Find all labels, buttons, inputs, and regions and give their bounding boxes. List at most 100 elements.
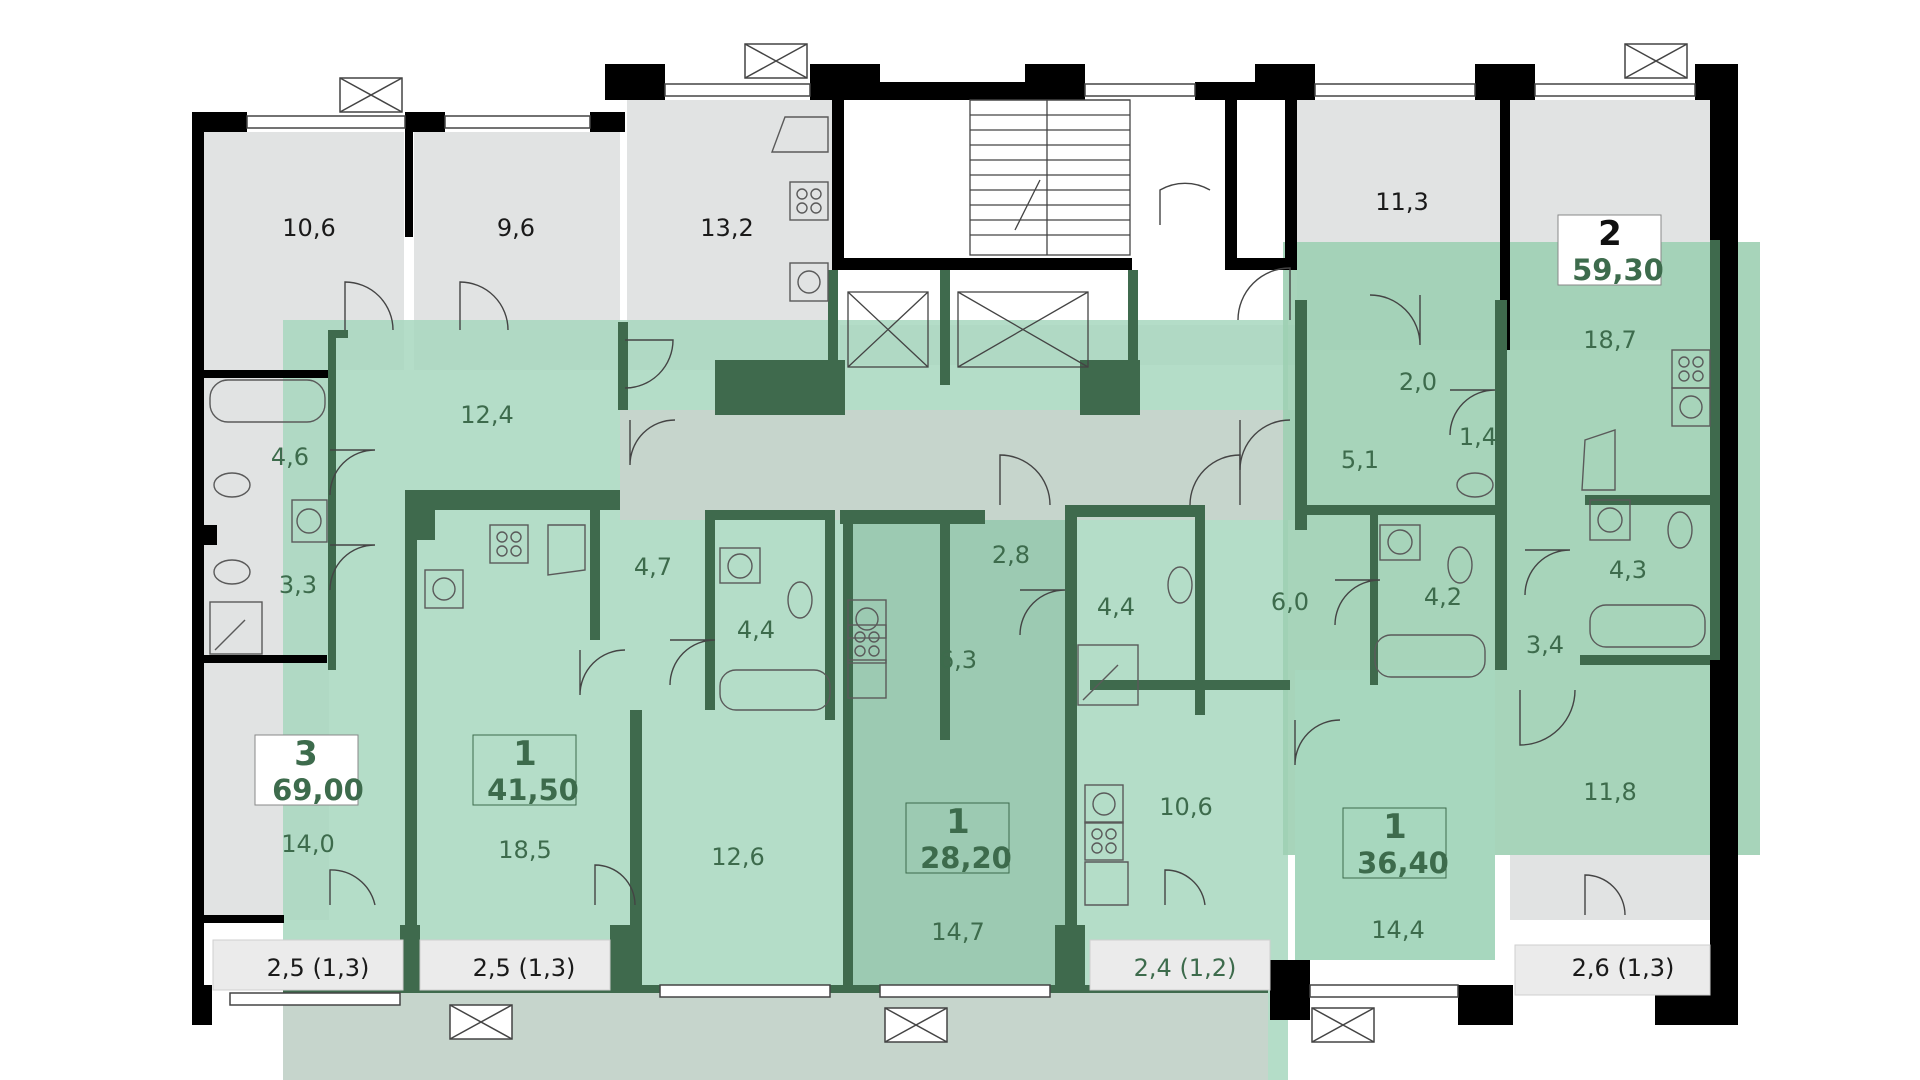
apartment-3-area: 69,00: [272, 773, 364, 807]
balconies: [212, 939, 1711, 996]
room-area-4-6: 4,6: [271, 443, 309, 471]
wall-g-g: [705, 510, 835, 520]
window-8: [659, 984, 831, 998]
room-area-12-4: 12,4: [460, 401, 513, 429]
wall-bottom-center: [1270, 960, 1310, 1020]
wall-stair-bottom: [832, 258, 1132, 270]
wall-g-elev-mid: [940, 270, 950, 385]
balcony-area-3: 2,4 (1,2): [1134, 954, 1237, 982]
room-area-14-0: 14,0: [281, 830, 334, 858]
exterior-walls: [192, 64, 1738, 1025]
wall-g-e: [590, 510, 600, 640]
wall-top-6: [880, 82, 1025, 100]
room-area-10-6-mid: 10,6: [1159, 793, 1212, 821]
wall-g-l: [1065, 505, 1200, 517]
room-area-4-3: 4,3: [1609, 556, 1647, 584]
window-1: [246, 115, 406, 129]
room-area-18-5: 18,5: [498, 836, 551, 864]
room-area-9-6: 9,6: [497, 214, 535, 242]
wall-top-10: [1475, 64, 1535, 100]
balcony-area-2: 2,5 (1,3): [473, 954, 576, 982]
window-5: [1314, 83, 1476, 97]
wall-stair-right: [1225, 100, 1237, 270]
wall-top-1: [192, 112, 247, 132]
wall-g-i: [840, 510, 985, 524]
room-area-11-8: 11,8: [1583, 778, 1636, 806]
room-area-11-3: 11,3: [1375, 188, 1428, 216]
apartment-badge-1-center: 1 28,20: [905, 802, 1012, 875]
window-4: [1084, 83, 1196, 97]
apartment-1-center-rooms: 1: [946, 802, 970, 842]
wall-top-3: [590, 112, 625, 132]
wall-g-u: [1090, 680, 1290, 690]
apartment-2-area: 59,30: [1572, 253, 1664, 287]
wall-left-bottom-room: [204, 915, 284, 923]
vent-6: [1311, 1007, 1375, 1043]
apartment-2-rooms: 2: [1598, 214, 1622, 254]
room-area-4-7: 4,7: [634, 553, 672, 581]
apartment-3-rooms: 3: [294, 734, 318, 774]
wall-top-2: [405, 112, 445, 132]
room-area-14-7: 14,7: [931, 918, 984, 946]
window-2: [444, 115, 591, 129]
window-3: [664, 83, 811, 97]
elevator-icon: [847, 291, 1089, 368]
room-area-6-0: 6,0: [1271, 588, 1309, 616]
wall-11-3-bottom: [1225, 258, 1290, 270]
balcony-area-4: 2,6 (1,3): [1572, 954, 1675, 982]
sink-icon: [291, 499, 1631, 584]
wall-left: [192, 112, 204, 1024]
wall-g-t: [1710, 240, 1720, 660]
wall-g-balcony-sep-2: [610, 925, 635, 990]
apartment-1-right-rooms: 1: [1383, 807, 1407, 847]
stove-icon: [489, 181, 1711, 861]
window-10: [1309, 984, 1459, 998]
wall-g-r: [1585, 495, 1710, 505]
wall-g-balcony-sep-3: [1055, 925, 1085, 990]
room-area-6-3: 6,3: [939, 646, 977, 674]
vent-3: [1624, 43, 1688, 79]
fan-icon: [547, 116, 1616, 906]
vents: [339, 43, 1688, 1043]
wall-g-12-4-top: [328, 330, 348, 338]
apartment-1-left-area: 41,50: [487, 773, 579, 807]
wall-top-4: [605, 64, 665, 100]
room-area-5-1: 5,1: [1341, 446, 1379, 474]
staircase-icon: [969, 99, 1131, 256]
washing-machine-icon: [424, 262, 1711, 824]
room-area-2-8: 2,8: [992, 541, 1030, 569]
wall-g-n: [1295, 300, 1307, 530]
wall-top-9: [1255, 64, 1315, 100]
wall-g-s: [1580, 655, 1710, 665]
wall-g-h: [825, 510, 835, 720]
wall-g-w: [843, 520, 853, 985]
balcony-4: [1514, 944, 1711, 996]
room-area-4-2: 4,2: [1424, 583, 1462, 611]
highlight-bottom-strip: [283, 985, 1268, 1080]
wall-left-bath-sep-2: [192, 655, 327, 663]
green-overlays: [283, 242, 1760, 1080]
wall-g-p: [1370, 515, 1378, 685]
room-area-4-4-b: 4,4: [1097, 593, 1135, 621]
room-area-2-0: 2,0: [1399, 368, 1437, 396]
wall-stair-left: [832, 100, 844, 270]
wall-g-elev-right: [1128, 270, 1138, 410]
wall-bottom-left: [192, 985, 212, 1025]
balcony-3: [1089, 939, 1271, 991]
apartment-1-center-area: 28,20: [920, 841, 1012, 875]
wall-9-6-left: [405, 132, 413, 237]
wall-g-12-4-left: [328, 330, 336, 670]
balcony-area-1: 2,5 (1,3): [267, 954, 370, 982]
wall-g-b: [405, 490, 620, 510]
room-area-14-4: 14,4: [1371, 916, 1424, 944]
apartment-1-right-area: 36,40: [1357, 846, 1449, 880]
balcony-1: [212, 939, 404, 991]
wall-top-5: [810, 64, 880, 100]
room-area-3-3: 3,3: [279, 571, 317, 599]
room-labels: 10,6 9,6 13,2 11,3 12,4 4,6 3,3 4,7 4,4 …: [267, 188, 1675, 982]
bathtub-icon: [209, 379, 1706, 711]
wall-left-bath-sep: [192, 525, 217, 545]
wall-g-v: [630, 710, 642, 985]
highlight-corridor: [620, 410, 1295, 520]
